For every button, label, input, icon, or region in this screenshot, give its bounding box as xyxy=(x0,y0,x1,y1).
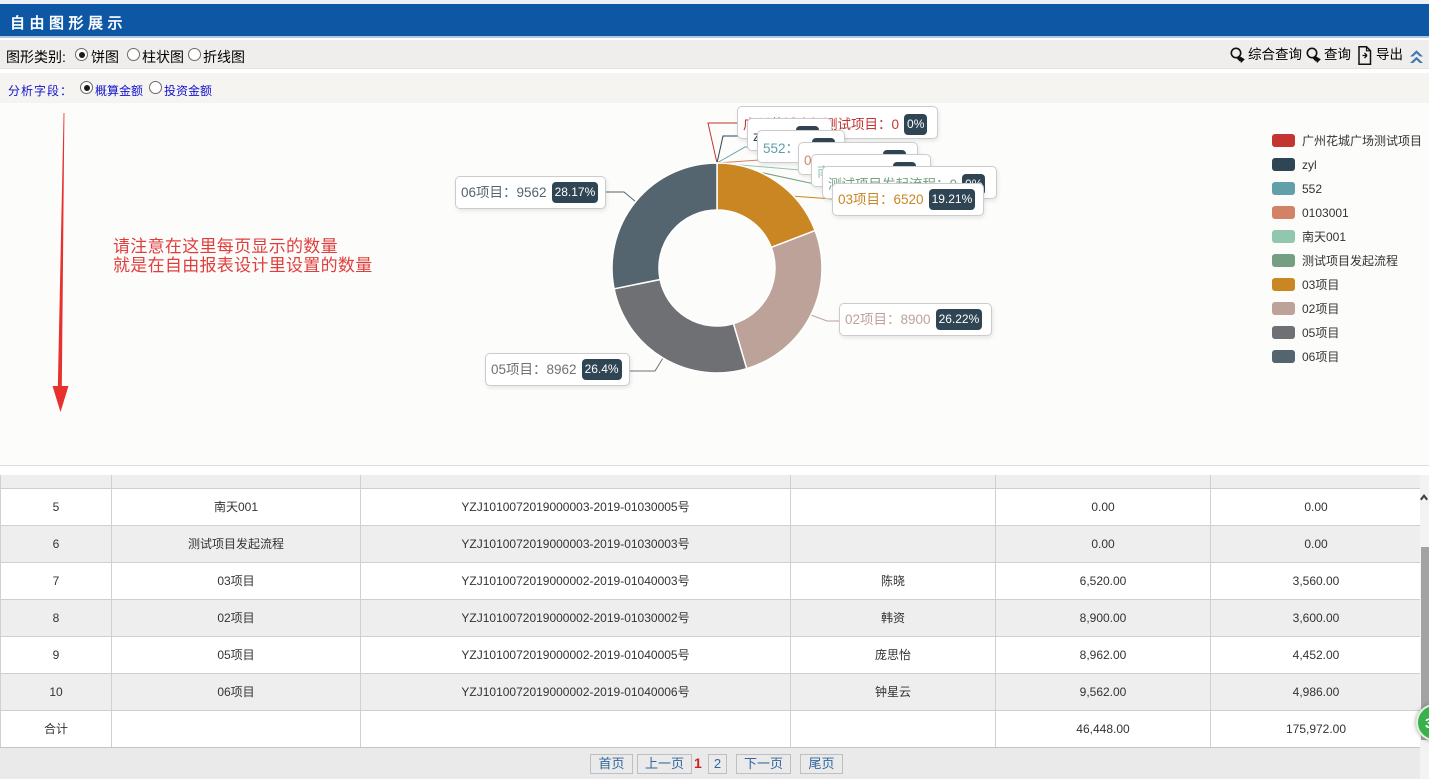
svg-text:综合查询: 综合查询 xyxy=(1248,47,1302,62)
svg-text:查询: 查询 xyxy=(1324,47,1351,62)
svg-text:导出: 导出 xyxy=(1376,47,1403,62)
